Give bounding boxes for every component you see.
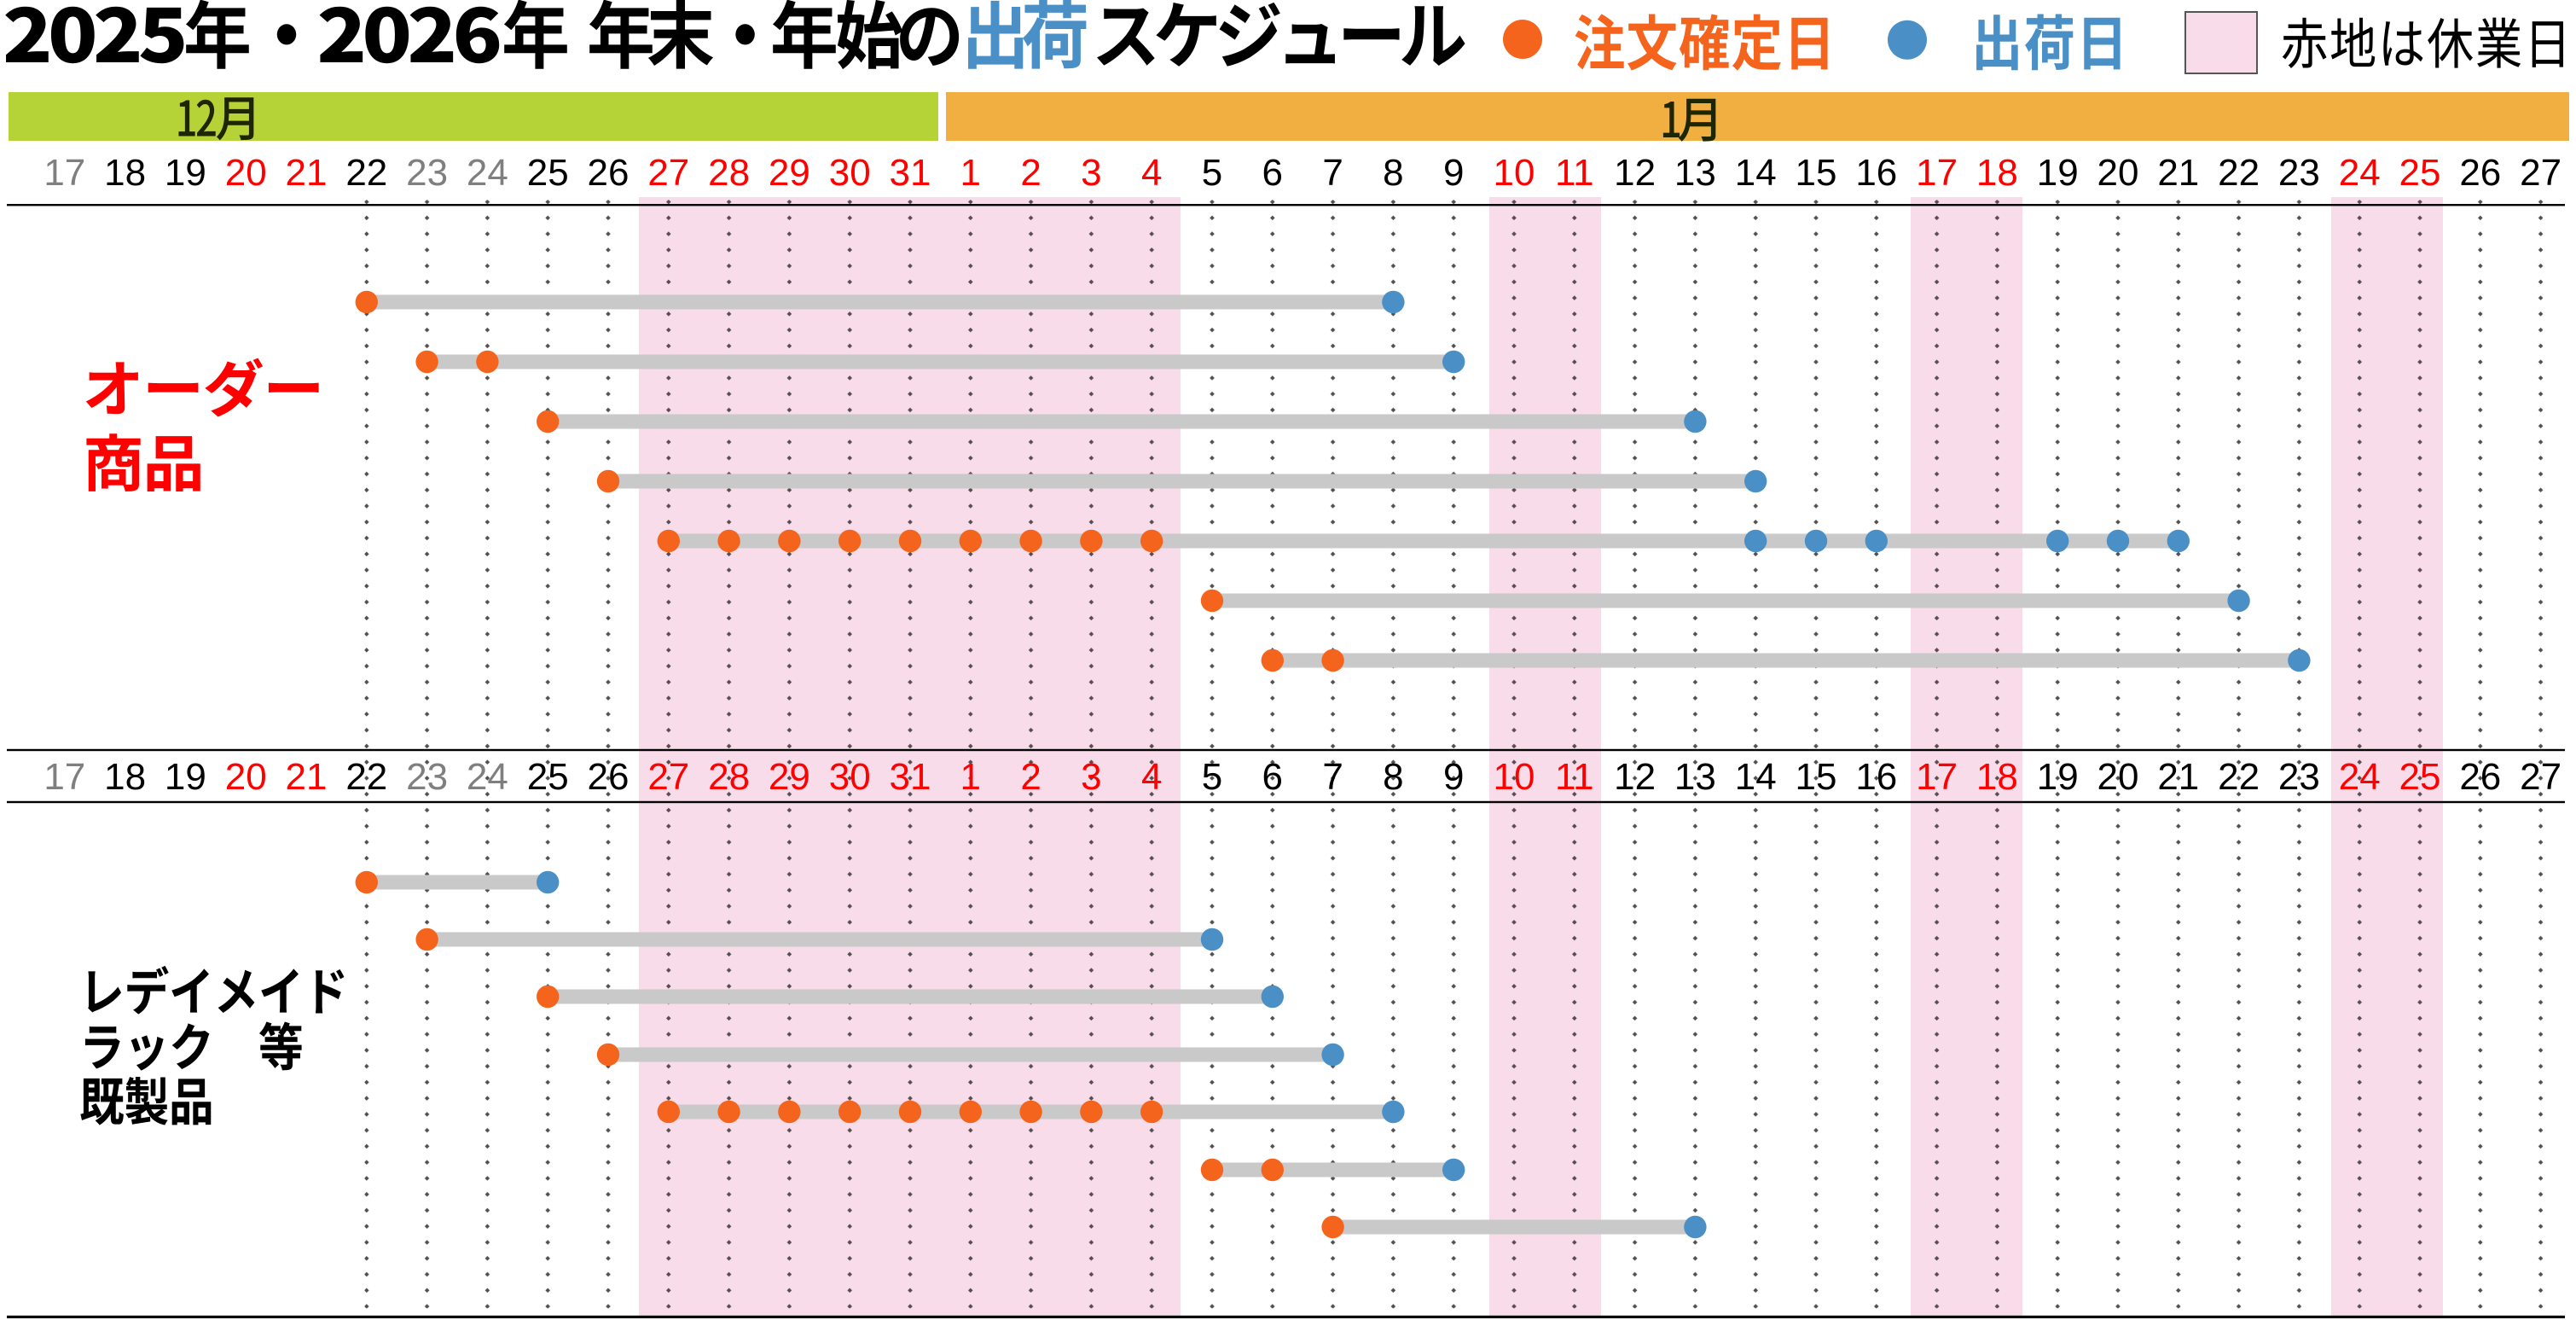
svg-text:15: 15	[1796, 756, 1837, 798]
svg-text:2: 2	[1020, 756, 1041, 798]
svg-text:19: 19	[2037, 152, 2079, 194]
svg-text:12: 12	[1614, 756, 1656, 798]
svg-text:8: 8	[1383, 756, 1403, 798]
svg-text:18: 18	[104, 756, 146, 798]
svg-text:3: 3	[1081, 152, 1101, 194]
svg-text:25: 25	[2399, 756, 2441, 798]
svg-text:16: 16	[1855, 756, 1897, 798]
svg-text:21: 21	[286, 152, 328, 194]
svg-text:20: 20	[2097, 152, 2139, 194]
svg-text:14: 14	[1735, 152, 1777, 194]
svg-text:26: 26	[2459, 152, 2501, 194]
svg-text:15: 15	[1796, 152, 1837, 194]
svg-text:7: 7	[1322, 756, 1343, 798]
svg-text:10: 10	[1494, 756, 1535, 798]
svg-text:17: 17	[1916, 152, 1958, 194]
svg-text:23: 23	[2278, 152, 2320, 194]
svg-text:10: 10	[1494, 152, 1535, 194]
svg-text:9: 9	[1443, 152, 1464, 194]
svg-text:24: 24	[2339, 152, 2381, 194]
svg-text:28: 28	[708, 152, 750, 194]
svg-text:21: 21	[2157, 756, 2199, 798]
svg-text:1: 1	[960, 152, 981, 194]
svg-text:26: 26	[2459, 756, 2501, 798]
svg-text:16: 16	[1855, 152, 1897, 194]
svg-text:5: 5	[1202, 152, 1222, 194]
svg-text:20: 20	[225, 152, 267, 194]
svg-text:8: 8	[1383, 152, 1403, 194]
svg-text:27: 27	[647, 152, 689, 194]
svg-text:22: 22	[2218, 152, 2260, 194]
svg-text:17: 17	[44, 756, 85, 798]
svg-text:24: 24	[467, 152, 508, 194]
svg-text:31: 31	[890, 152, 931, 194]
svg-text:25: 25	[527, 152, 569, 194]
svg-text:22: 22	[345, 756, 387, 798]
svg-text:20: 20	[2097, 756, 2139, 798]
svg-text:6: 6	[1262, 152, 1283, 194]
svg-text:24: 24	[2339, 756, 2381, 798]
svg-text:4: 4	[1141, 756, 1162, 798]
svg-text:6: 6	[1262, 756, 1283, 798]
svg-text:19: 19	[165, 152, 206, 194]
svg-text:17: 17	[44, 152, 85, 194]
svg-text:21: 21	[2157, 152, 2199, 194]
svg-text:22: 22	[2218, 756, 2260, 798]
svg-text:4: 4	[1141, 152, 1162, 194]
svg-text:17: 17	[1916, 756, 1958, 798]
svg-text:7: 7	[1322, 152, 1343, 194]
svg-text:13: 13	[1674, 152, 1716, 194]
svg-text:12: 12	[1614, 152, 1656, 194]
svg-text:18: 18	[1976, 152, 2018, 194]
svg-text:18: 18	[1976, 756, 2018, 798]
svg-text:26: 26	[588, 756, 629, 798]
svg-text:23: 23	[2278, 756, 2320, 798]
svg-text:19: 19	[2037, 756, 2079, 798]
svg-text:11: 11	[1555, 152, 1594, 194]
svg-text:25: 25	[2399, 152, 2441, 194]
svg-text:30: 30	[829, 756, 871, 798]
svg-text:14: 14	[1735, 756, 1777, 798]
svg-text:5: 5	[1202, 756, 1222, 798]
svg-text:20: 20	[225, 756, 267, 798]
svg-text:22: 22	[345, 152, 387, 194]
svg-text:11: 11	[1555, 756, 1594, 798]
svg-text:29: 29	[769, 152, 810, 194]
svg-text:24: 24	[467, 756, 508, 798]
svg-text:31: 31	[890, 756, 931, 798]
svg-text:19: 19	[165, 756, 206, 798]
svg-text:26: 26	[588, 152, 629, 194]
svg-text:27: 27	[647, 756, 689, 798]
svg-text:1: 1	[960, 756, 981, 798]
svg-text:18: 18	[104, 152, 146, 194]
svg-text:25: 25	[527, 756, 569, 798]
svg-text:23: 23	[406, 152, 448, 194]
svg-text:23: 23	[406, 756, 448, 798]
svg-text:28: 28	[708, 756, 750, 798]
svg-text:9: 9	[1443, 756, 1464, 798]
svg-text:29: 29	[769, 756, 810, 798]
svg-text:27: 27	[2520, 152, 2561, 194]
svg-text:27: 27	[2520, 756, 2561, 798]
svg-text:3: 3	[1081, 756, 1101, 798]
svg-text:21: 21	[286, 756, 328, 798]
svg-text:2: 2	[1020, 152, 1041, 194]
svg-text:30: 30	[829, 152, 871, 194]
svg-text:13: 13	[1674, 756, 1716, 798]
